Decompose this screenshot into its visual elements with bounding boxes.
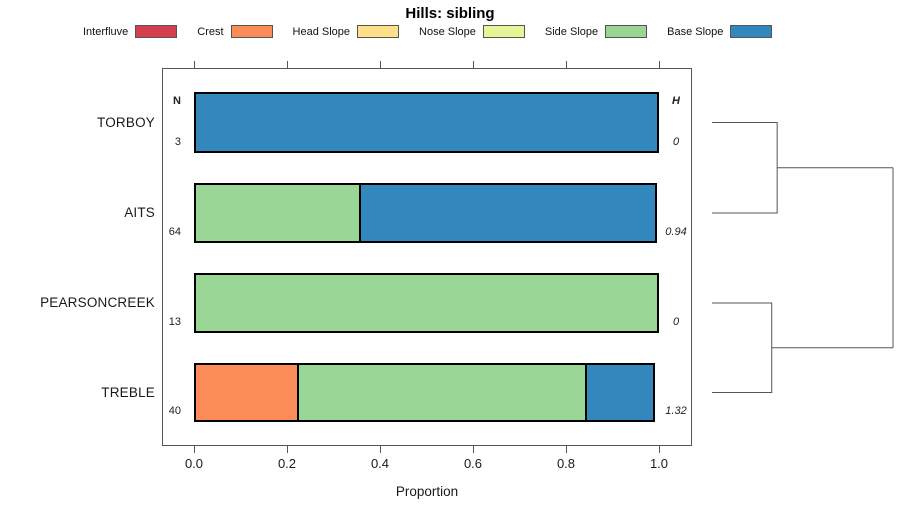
- x-tick-label: 0.2: [277, 456, 297, 471]
- x-tick: [473, 446, 474, 453]
- bar-segment: [585, 363, 655, 422]
- n-value: 13: [168, 316, 181, 328]
- x-tick-top: [287, 61, 288, 68]
- x-tick: [380, 446, 381, 453]
- category-label: TREBLE: [101, 384, 155, 400]
- x-tick-label: 0.8: [556, 456, 576, 471]
- legend-swatch: [730, 25, 773, 38]
- x-tick-label: 0.0: [184, 456, 204, 471]
- x-tick-top: [659, 61, 660, 68]
- h-value: 0: [672, 136, 680, 148]
- plot-box: [162, 68, 692, 446]
- n-column-header: N: [173, 95, 181, 107]
- legend-swatch: [605, 25, 648, 38]
- bar: [194, 363, 659, 422]
- x-tick: [566, 446, 567, 453]
- bar-segment: [194, 363, 299, 422]
- legend-swatch: [230, 25, 273, 38]
- x-tick: [287, 446, 288, 453]
- bar: [194, 273, 659, 333]
- legend-label: Head Slope: [292, 25, 351, 38]
- dendrogram-links: [712, 122, 894, 393]
- h-value: 1.32: [665, 405, 687, 417]
- bar-segment: [359, 183, 657, 243]
- x-tick-top: [566, 61, 567, 68]
- x-axis-label: Proportion: [395, 484, 459, 499]
- bar: [194, 183, 659, 243]
- h-column-header: H: [672, 95, 680, 107]
- x-tick-label: 0.4: [370, 456, 390, 471]
- legend-item: Base Slope: [667, 25, 773, 38]
- x-tick-label: 0.6: [463, 456, 483, 471]
- legend-item: Crest: [197, 25, 273, 38]
- chart-title: Hills: sibling: [405, 5, 495, 22]
- legend-swatch: [135, 25, 178, 38]
- legend-swatch: [482, 25, 525, 38]
- legend-item: Interfluve: [83, 25, 178, 38]
- bar-segment: [296, 363, 588, 422]
- x-tick-top: [194, 61, 195, 68]
- legend-label: Crest: [197, 25, 224, 38]
- legend-label: Side Slope: [544, 25, 599, 38]
- legend-item: Nose Slope: [419, 25, 525, 38]
- x-tick: [194, 446, 195, 453]
- legend-label: Base Slope: [667, 25, 724, 38]
- n-value: 64: [168, 226, 181, 238]
- h-value: 0.94: [665, 226, 687, 238]
- legend-label: Nose Slope: [419, 25, 476, 38]
- x-tick-top: [380, 61, 381, 68]
- bar-segment: [194, 92, 659, 153]
- legend-label: Interfluve: [83, 25, 129, 38]
- n-value: 40: [168, 405, 181, 417]
- x-tick: [659, 446, 660, 453]
- category-label: AITS: [124, 205, 155, 220]
- category-label: PEARSONCREEK: [40, 295, 155, 310]
- h-value: 0: [672, 316, 680, 328]
- n-value: 3: [174, 136, 181, 148]
- bar-segment: [194, 183, 362, 243]
- bar-segment: [194, 273, 659, 333]
- bar: [194, 92, 659, 153]
- legend-item: Head Slope: [293, 25, 400, 38]
- x-tick-top: [473, 61, 474, 68]
- legend-item: Side Slope: [544, 25, 648, 38]
- x-tick-label: 1.0: [649, 456, 669, 471]
- category-label: TORBOY: [97, 114, 155, 130]
- legend: Interfluve Crest Head Slope Nose Slope Side …: [83, 25, 773, 38]
- legend-swatch: [357, 25, 400, 38]
